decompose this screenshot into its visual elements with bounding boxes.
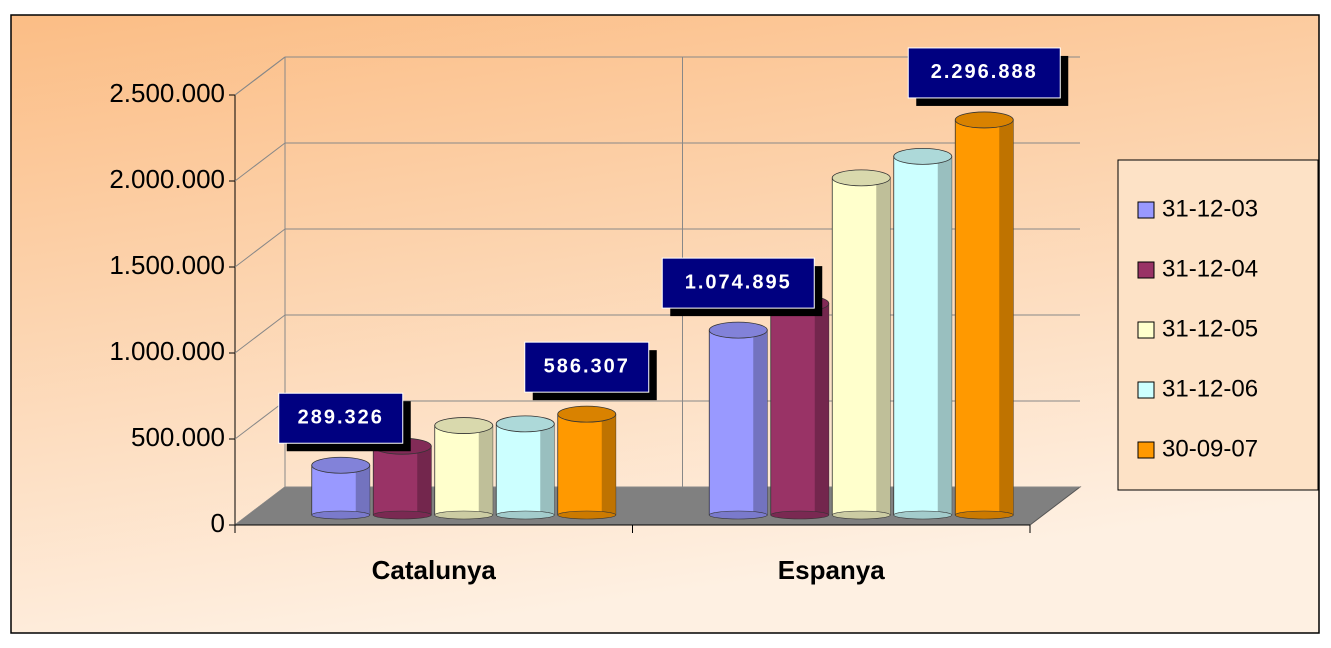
bar-shade bbox=[999, 119, 1014, 515]
y-tick-label: 0 bbox=[211, 508, 225, 538]
y-tick-label: 1.000.000 bbox=[109, 336, 225, 366]
bar-shade bbox=[478, 425, 493, 515]
legend-label: 31-12-04 bbox=[1162, 255, 1258, 282]
x-tick-label: Catalunya bbox=[372, 555, 497, 585]
grid-line bbox=[234, 142, 286, 182]
bar-shade bbox=[601, 414, 616, 515]
bar-bottom bbox=[831, 510, 891, 520]
data-label-box bbox=[907, 47, 1061, 99]
legend-swatch bbox=[1137, 201, 1155, 219]
bar-top bbox=[893, 147, 953, 165]
bar-top bbox=[831, 169, 891, 187]
grid-line bbox=[234, 486, 286, 526]
grid-line bbox=[234, 400, 286, 440]
bar-shade bbox=[937, 156, 952, 515]
data-label-box bbox=[278, 392, 404, 444]
bar-shade bbox=[814, 303, 829, 515]
y-tick-label: 1.500.000 bbox=[109, 250, 225, 280]
legend-swatch bbox=[1137, 381, 1155, 399]
bar-bottom bbox=[557, 510, 617, 520]
legend-label: 31-12-05 bbox=[1162, 315, 1258, 342]
bar-bottom bbox=[954, 510, 1014, 520]
grid-line bbox=[234, 228, 286, 268]
bar-shade bbox=[753, 330, 768, 515]
legend-swatch bbox=[1137, 441, 1155, 459]
grid-line bbox=[234, 314, 286, 354]
legend-label: 31-12-03 bbox=[1162, 195, 1258, 222]
legend-label: 31-12-06 bbox=[1162, 375, 1258, 402]
bar-bottom bbox=[495, 510, 555, 520]
bar-top bbox=[954, 111, 1014, 129]
bar-top bbox=[495, 415, 555, 433]
data-label: 2.296.888 bbox=[931, 61, 1038, 83]
y-tick-label: 2.000.000 bbox=[109, 164, 225, 194]
bar-bottom bbox=[893, 510, 953, 520]
y-tick-label: 500.000 bbox=[131, 422, 225, 452]
grid-line bbox=[234, 56, 286, 96]
bar-bottom bbox=[372, 510, 432, 520]
data-label: 289.326 bbox=[298, 407, 384, 429]
legend-label: 30-09-07 bbox=[1162, 435, 1258, 462]
bar-bottom bbox=[311, 510, 371, 520]
data-label-box bbox=[661, 257, 815, 309]
chart-background bbox=[10, 14, 1320, 634]
bar-top bbox=[311, 456, 371, 474]
bar-shade bbox=[876, 177, 891, 515]
legend-swatch bbox=[1137, 321, 1155, 339]
bar-bottom bbox=[770, 510, 830, 520]
x-tick-label: Espanya bbox=[778, 555, 885, 585]
y-tick-label: 2.500.000 bbox=[109, 78, 225, 108]
bar-top bbox=[708, 321, 768, 339]
legend-swatch bbox=[1137, 261, 1155, 279]
bar-bottom bbox=[708, 510, 768, 520]
bar-shade bbox=[417, 446, 432, 515]
data-label: 1.074.895 bbox=[685, 271, 792, 293]
bar-top bbox=[434, 417, 494, 434]
bar-shade bbox=[355, 465, 370, 515]
data-label: 586.307 bbox=[544, 355, 630, 377]
bar-bottom bbox=[434, 510, 494, 520]
data-label-box bbox=[524, 341, 650, 393]
bar-shade bbox=[540, 423, 555, 515]
bar-top bbox=[557, 405, 617, 423]
